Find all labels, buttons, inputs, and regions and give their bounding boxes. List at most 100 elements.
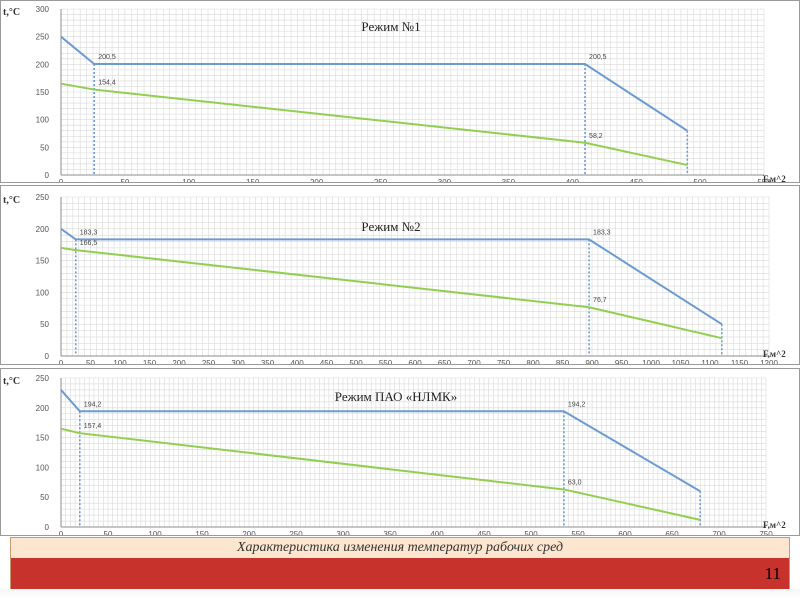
series-line-cold <box>60 82 688 167</box>
series-line-hot <box>60 227 723 326</box>
x-tick-label: 400 <box>430 530 444 535</box>
x-axis-label: F,м^2 <box>763 174 786 182</box>
chart-mode-nlmk: 0 50 100 150 200 250 300 350 400 450 500 550 600 650 7… <box>3 374 786 535</box>
x-tick-label: 750 <box>759 530 773 535</box>
y-tick-label: 200 <box>36 225 50 234</box>
x-tick-label: 650 <box>665 530 679 535</box>
series-line-hot <box>60 35 688 132</box>
x-tick-label: 600 <box>618 530 632 535</box>
y-tick-label: 200 <box>36 404 50 413</box>
x-tick-label: 800 <box>526 359 540 364</box>
y-tick-label: 150 <box>36 434 50 443</box>
x-tick-label: 0 <box>59 530 64 535</box>
x-tick-label: 250 <box>289 530 303 535</box>
x-tick-label: 400 <box>290 359 304 364</box>
x-tick-label: 50 <box>104 530 113 535</box>
y-tick-label: 250 <box>36 193 50 202</box>
x-tick-label: 950 <box>615 359 629 364</box>
y-tick-label: 200 <box>36 60 50 69</box>
bottom-shadow <box>0 589 800 600</box>
x-tick-label: 550 <box>379 359 393 364</box>
y-tick-label: 0 <box>45 171 50 180</box>
x-tick-label: 250 <box>374 178 388 182</box>
chart-panel-mode-nlmk: 0 50 100 150 200 250 300 350 400 450 500 550 600 650 7… <box>0 368 800 536</box>
x-tick-label: 700 <box>712 530 726 535</box>
x-tick-label: 350 <box>261 359 275 364</box>
chart-title: Режим №2 <box>361 219 420 234</box>
y-axis-label: t,°С <box>3 7 20 18</box>
y-axis-label: t,°С <box>3 376 20 387</box>
x-axis-label: F,м^2 <box>763 520 786 530</box>
y-tick-label: 0 <box>45 523 50 532</box>
y-tick-label: 300 <box>36 5 50 14</box>
x-tick-label: 300 <box>231 359 245 364</box>
x-tick-label: 550 <box>757 178 771 182</box>
data-label: 63,0 <box>568 479 582 486</box>
data-label: 166,5 <box>80 240 98 247</box>
x-tick-label: 500 <box>349 359 363 364</box>
x-tick-label: 1100 <box>701 359 719 364</box>
chart-mode-2: 0 50 100 150 200 250 300 350 400 450 500 550 600 650 7… <box>3 193 786 364</box>
x-tick-label: 700 <box>467 359 481 364</box>
y-tick-label: 100 <box>36 288 50 297</box>
x-tick-label: 400 <box>566 178 580 182</box>
x-tick-label: 300 <box>438 178 452 182</box>
data-label: 200,5 <box>589 54 607 61</box>
x-tick-label: 300 <box>336 530 350 535</box>
x-tick-label: 450 <box>320 359 334 364</box>
x-tick-label: 600 <box>408 359 422 364</box>
series-line-hot <box>60 389 701 493</box>
chart-panel-mode-2: 0 50 100 150 200 250 300 350 400 450 500 550 600 650 7… <box>0 185 800 365</box>
data-label: 200,5 <box>98 54 116 61</box>
x-tick-label: 500 <box>524 530 538 535</box>
x-tick-label: 150 <box>246 178 260 182</box>
x-tick-label: 200 <box>172 359 186 364</box>
y-tick-label: 50 <box>40 320 49 329</box>
x-tick-label: 350 <box>502 178 516 182</box>
x-tick-label: 350 <box>383 530 397 535</box>
chart-mode-1: 0 50 100 150 200 250 300 350 400 450 500 550 0 50 100 1… <box>3 5 786 182</box>
y-tick-label: 100 <box>36 463 50 472</box>
data-label: 194,2 <box>568 401 586 408</box>
y-tick-label: 100 <box>36 116 50 125</box>
data-label: 58,2 <box>589 133 603 140</box>
footer-bar <box>11 558 789 589</box>
x-tick-label: 100 <box>182 178 196 182</box>
y-axis-label: t,°С <box>3 195 20 206</box>
slide-footer: Характеристика изменения температур рабо… <box>10 537 790 589</box>
x-tick-label: 750 <box>497 359 511 364</box>
data-label: 194,2 <box>84 401 102 408</box>
slide-caption: Характеристика изменения температур рабо… <box>11 538 789 558</box>
x-tick-label: 850 <box>556 359 570 364</box>
y-tick-label: 250 <box>36 374 50 383</box>
x-tick-label: 900 <box>585 359 599 364</box>
x-tick-label: 550 <box>571 530 585 535</box>
x-tick-label: 500 <box>693 178 707 182</box>
page-number: 11 <box>764 564 781 583</box>
data-label: 183,3 <box>593 229 611 236</box>
chart-panel-mode-1: 0 50 100 150 200 250 300 350 400 450 500 550 0 50 100 1… <box>0 0 800 183</box>
y-tick-label: 50 <box>40 143 49 152</box>
x-tick-label: 50 <box>120 178 129 182</box>
x-tick-label: 0 <box>59 178 64 182</box>
series-line-cold <box>60 427 701 521</box>
y-tick-label: 150 <box>36 88 50 97</box>
x-tick-label: 1000 <box>642 359 660 364</box>
data-label: 183,3 <box>80 229 98 236</box>
x-tick-label: 50 <box>86 359 95 364</box>
x-tick-label: 1200 <box>760 359 778 364</box>
x-tick-label: 650 <box>438 359 452 364</box>
series-line-cold <box>60 246 723 340</box>
x-tick-label: 0 <box>59 359 64 364</box>
data-label: 157,4 <box>84 423 102 430</box>
x-tick-label: 250 <box>202 359 216 364</box>
x-tick-label: 1150 <box>731 359 749 364</box>
data-label: 154,4 <box>98 80 116 87</box>
y-tick-label: 250 <box>36 33 50 42</box>
y-tick-label: 50 <box>40 493 49 502</box>
x-tick-label: 150 <box>195 530 209 535</box>
x-tick-label: 200 <box>310 178 324 182</box>
x-axis-label: F,м^2 <box>763 349 786 359</box>
x-tick-label: 450 <box>477 530 491 535</box>
data-label: 76,7 <box>593 297 607 304</box>
